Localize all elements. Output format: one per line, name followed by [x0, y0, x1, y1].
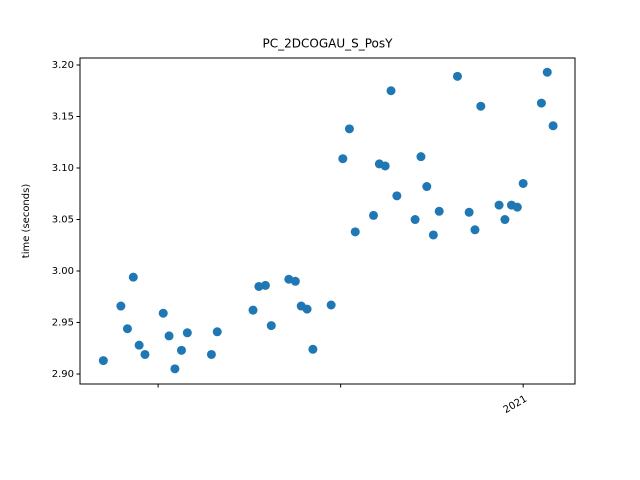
point	[290, 276, 300, 286]
y-tick-label: 3.05	[52, 215, 74, 226]
point	[518, 178, 528, 188]
point	[512, 202, 522, 212]
point	[350, 227, 360, 237]
y-tick-label: 2.95	[52, 318, 74, 329]
point	[176, 345, 186, 355]
point	[476, 101, 486, 111]
point	[500, 215, 510, 225]
point	[164, 331, 174, 341]
point	[548, 121, 558, 131]
point	[302, 304, 312, 314]
point	[248, 305, 258, 315]
y-tick-label: 3.15	[52, 112, 74, 123]
point	[134, 340, 144, 350]
point	[158, 308, 168, 318]
point	[452, 71, 462, 81]
y-tick-label: 3.10	[52, 163, 74, 174]
point	[212, 327, 222, 337]
point	[140, 349, 150, 359]
chart-title: PC_2DCOGAU_S_PosY	[263, 37, 394, 51]
point	[182, 328, 192, 338]
y-tick-label: 2.90	[52, 369, 74, 380]
point	[128, 272, 138, 282]
point	[260, 280, 270, 290]
y-tick-label: 3.20	[52, 60, 74, 71]
point	[98, 356, 108, 366]
point	[422, 182, 432, 192]
point	[170, 364, 180, 374]
point	[542, 67, 552, 77]
point	[464, 207, 474, 217]
y-tick-label: 3.00	[52, 266, 74, 277]
point	[392, 191, 402, 201]
point	[386, 86, 396, 96]
point	[428, 230, 438, 240]
point	[206, 349, 216, 359]
point	[308, 344, 318, 354]
axes-frame	[79, 57, 576, 385]
point	[536, 98, 546, 108]
point	[266, 321, 276, 331]
point	[344, 124, 354, 134]
point	[410, 215, 420, 225]
point	[494, 200, 504, 210]
point	[368, 210, 378, 220]
point	[416, 152, 426, 162]
point	[434, 206, 444, 216]
point	[122, 324, 132, 334]
point	[116, 301, 126, 311]
point	[326, 300, 336, 310]
point	[338, 154, 348, 164]
point	[380, 161, 390, 171]
point	[470, 225, 480, 235]
y-axis-label: time (seconds)	[21, 184, 32, 259]
